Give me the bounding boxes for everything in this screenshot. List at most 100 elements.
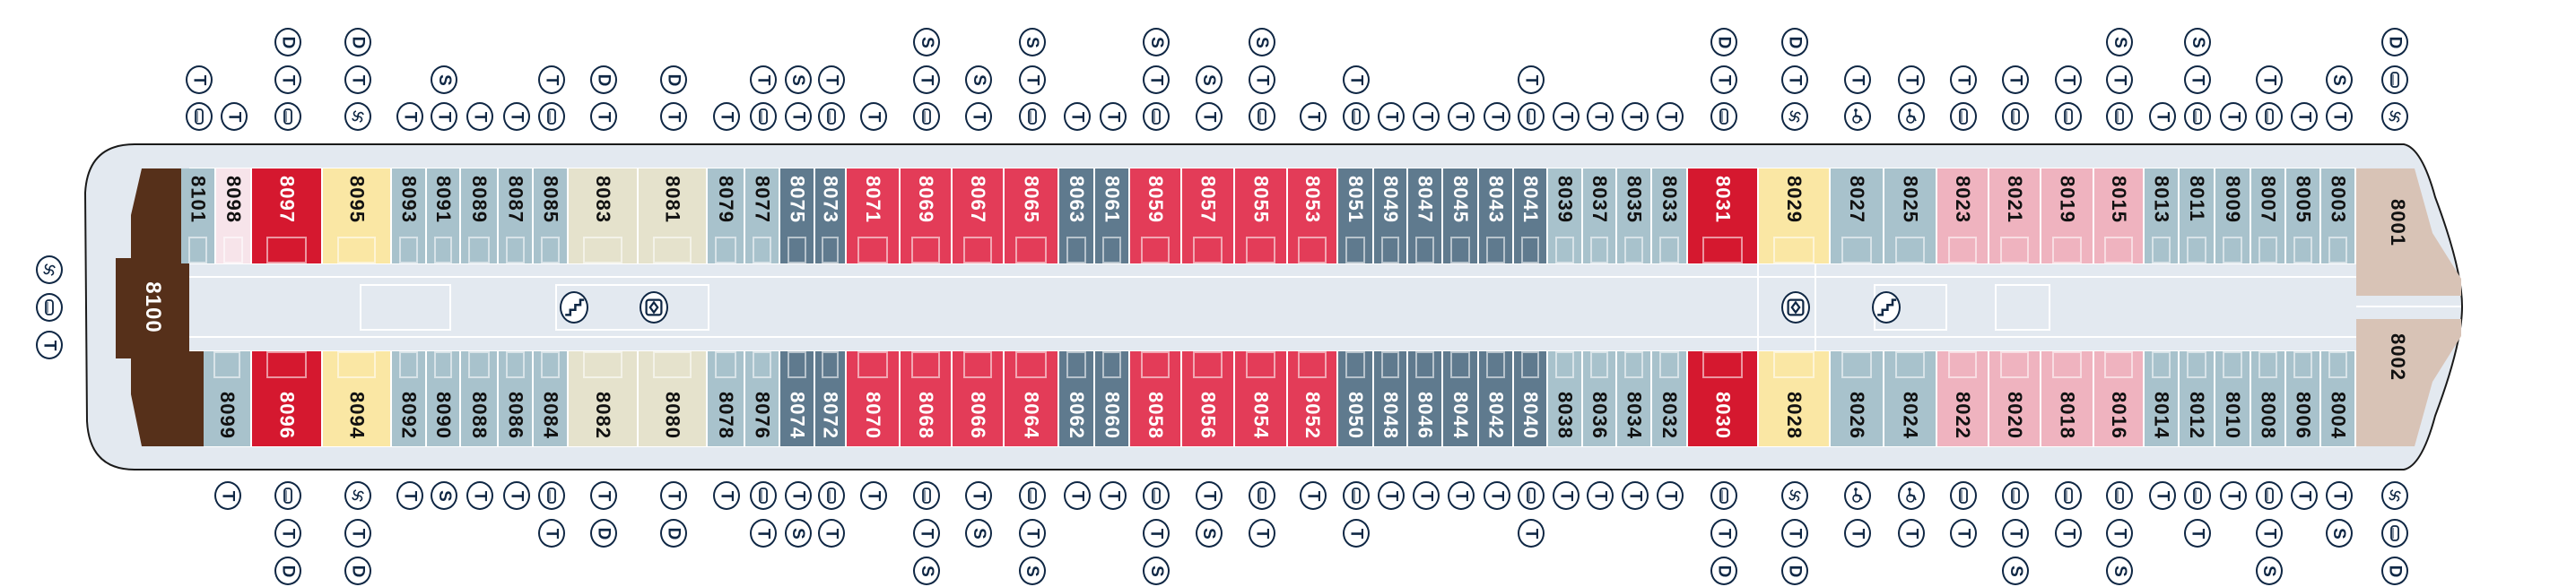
cabin-8069[interactable]: 8069 [901,168,953,263]
cabin-8035[interactable]: 8035 [1617,168,1652,263]
cabin-8091[interactable]: 8091 [427,168,461,263]
cabin-8057[interactable]: 8057 [1182,168,1235,263]
cabin-8047[interactable]: 8047 [1408,168,1443,263]
cabin-8029[interactable]: 8029 [1759,168,1831,263]
cabin-8062[interactable]: 8062 [1059,351,1095,446]
cabin-8033[interactable]: 8033 [1652,168,1688,263]
cabin-8044[interactable]: 8044 [1443,351,1479,446]
cabin-8008[interactable]: 8008 [2251,351,2286,446]
cabin-8013[interactable]: 8013 [2145,168,2180,263]
cabin-8075[interactable]: 8075 [780,168,815,263]
cabin-8087[interactable]: 8087 [499,168,534,263]
cabin-8037[interactable]: 8037 [1583,168,1617,263]
cabin-8055[interactable]: 8055 [1235,168,1288,263]
cabin-8076[interactable]: 8076 [745,351,780,446]
cabin-8068[interactable]: 8068 [901,351,953,446]
cabin-8038[interactable]: 8038 [1548,351,1583,446]
cabin-8045[interactable]: 8045 [1443,168,1479,263]
cabin-8050[interactable]: 8050 [1338,351,1374,446]
cabin-8089[interactable]: 8089 [461,168,499,263]
cabin-8083[interactable]: 8083 [569,168,639,263]
cabin-8030[interactable]: 8030 [1688,351,1759,446]
cabin-8014[interactable]: 8014 [2145,351,2180,446]
cabin-8065[interactable]: 8065 [1005,168,1059,263]
cabin-8042[interactable]: 8042 [1479,351,1514,446]
cabin-8007[interactable]: 8007 [2251,168,2286,263]
cabin-8022[interactable]: 8022 [1937,351,1989,446]
cabin-8031[interactable]: 8031 [1688,168,1759,263]
cabin-8026[interactable]: 8026 [1831,351,1884,446]
cabin-8079[interactable]: 8079 [708,168,745,263]
cabin-8084[interactable]: 8084 [534,351,569,446]
cabin-8010[interactable]: 8010 [2215,351,2251,446]
cabin-8081[interactable]: 8081 [639,168,708,263]
cabin-8054[interactable]: 8054 [1235,351,1288,446]
cabin-8093[interactable]: 8093 [392,168,427,263]
cabin-8049[interactable]: 8049 [1374,168,1408,263]
cabin-8088[interactable]: 8088 [461,351,499,446]
cabin-8094[interactable]: 8094 [323,351,392,446]
cabin-8046[interactable]: 8046 [1408,351,1443,446]
cabin-8018[interactable]: 8018 [2041,351,2094,446]
cabin-8032[interactable]: 8032 [1652,351,1688,446]
cabin-8024[interactable]: 8024 [1884,351,1937,446]
cabin-8021[interactable]: 8021 [1989,168,2041,263]
suite-8001[interactable]: 8001 [2387,199,2409,246]
cabin-8085[interactable]: 8085 [534,168,569,263]
cabin-8015[interactable]: 8015 [2094,168,2145,263]
cabin-8097[interactable]: 8097 [252,168,323,263]
cabin-8096[interactable]: 8096 [252,351,323,446]
cabin-8059[interactable]: 8059 [1130,168,1182,263]
cabin-8058[interactable]: 8058 [1130,351,1182,446]
cabin-8053[interactable]: 8053 [1288,168,1338,263]
cabin-8012[interactable]: 8012 [2180,351,2215,446]
cabin-8066[interactable]: 8066 [953,351,1005,446]
cabin-8071[interactable]: 8071 [847,168,901,263]
cabin-8092[interactable]: 8092 [392,351,427,446]
cabin-8072[interactable]: 8072 [815,351,847,446]
cabin-8052[interactable]: 8052 [1288,351,1338,446]
cabin-8040[interactable]: 8040 [1514,351,1548,446]
cabin-8051[interactable]: 8051 [1338,168,1374,263]
suite-8100[interactable]: 8100 [141,281,165,333]
cabin-8043[interactable]: 8043 [1479,168,1514,263]
cabin-8086[interactable]: 8086 [499,351,534,446]
cabin-8078[interactable]: 8078 [708,351,745,446]
cabin-8077[interactable]: 8077 [745,168,780,263]
suite-8002[interactable]: 8002 [2387,333,2409,381]
cabin-8101[interactable]: 8101 [181,168,216,263]
cabin-8048[interactable]: 8048 [1374,351,1408,446]
cabin-8016[interactable]: 8016 [2094,351,2145,446]
cabin-8003[interactable]: 8003 [2321,168,2356,263]
cabin-8061[interactable]: 8061 [1095,168,1130,263]
cabin-8060[interactable]: 8060 [1095,351,1130,446]
cabin-8034[interactable]: 8034 [1617,351,1652,446]
cabin-8070[interactable]: 8070 [847,351,901,446]
cabin-8011[interactable]: 8011 [2180,168,2215,263]
cabin-8025[interactable]: 8025 [1884,168,1937,263]
cabin-8074[interactable]: 8074 [780,351,815,446]
cabin-8067[interactable]: 8067 [953,168,1005,263]
cabin-8063[interactable]: 8063 [1059,168,1095,263]
cabin-8080[interactable]: 8080 [639,351,708,446]
cabin-8098[interactable]: 8098 [216,168,252,263]
cabin-8082[interactable]: 8082 [569,351,639,446]
cabin-8073[interactable]: 8073 [815,168,847,263]
cabin-8039[interactable]: 8039 [1548,168,1583,263]
cabin-8023[interactable]: 8023 [1937,168,1989,263]
cabin-8020[interactable]: 8020 [1989,351,2041,446]
cabin-8009[interactable]: 8009 [2215,168,2251,263]
cabin-8019[interactable]: 8019 [2041,168,2094,263]
cabin-8027[interactable]: 8027 [1831,168,1884,263]
cabin-8004[interactable]: 8004 [2321,351,2356,446]
cabin-8041[interactable]: 8041 [1514,168,1548,263]
cabin-8036[interactable]: 8036 [1583,351,1617,446]
cabin-8056[interactable]: 8056 [1182,351,1235,446]
cabin-8006[interactable]: 8006 [2286,351,2321,446]
cabin-8064[interactable]: 8064 [1005,351,1059,446]
cabin-8028[interactable]: 8028 [1759,351,1831,446]
cabin-8005[interactable]: 8005 [2286,168,2321,263]
cabin-8095[interactable]: 8095 [323,168,392,263]
cabin-8099[interactable]: 8099 [204,351,252,446]
cabin-8090[interactable]: 8090 [427,351,461,446]
